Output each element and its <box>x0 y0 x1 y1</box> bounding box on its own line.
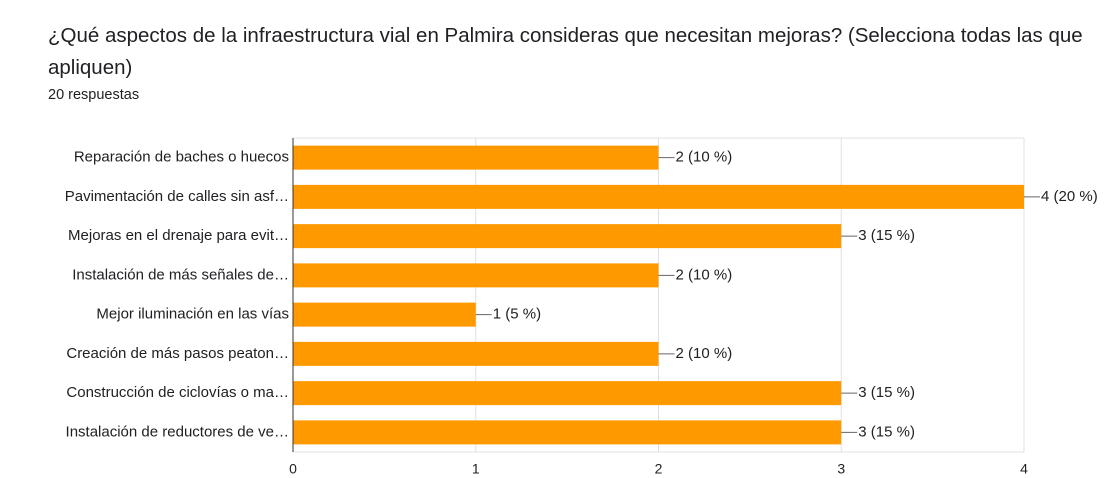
response-count: 20 respuestas <box>48 87 140 103</box>
y-tick-label: Construcción de ciclovías o ma… <box>66 384 289 401</box>
x-tick-label: 3 <box>837 461 845 477</box>
bar <box>293 263 659 288</box>
value-label: 3 (15 %) <box>858 384 915 401</box>
x-tick-label: 4 <box>1020 461 1028 477</box>
chart-title: ¿Qué aspectos de la infraestructura vial… <box>48 24 1083 79</box>
value-label: 2 (10 %) <box>676 345 733 362</box>
x-tick-label: 2 <box>655 461 663 477</box>
bar <box>293 224 842 249</box>
bar <box>293 145 659 170</box>
bar <box>293 184 1024 209</box>
y-tick-label: Mejor iluminación en las vías <box>96 306 289 323</box>
y-tick-label: Creación de más pasos peaton… <box>66 345 289 362</box>
bar <box>293 420 842 445</box>
x-tick-label: 1 <box>472 461 480 477</box>
bar <box>293 381 842 406</box>
value-label: 2 (10 %) <box>676 149 733 166</box>
y-tick-label: Pavimentación de calles sin asf… <box>65 188 289 205</box>
value-label: 3 (15 %) <box>858 227 915 244</box>
y-tick-label: Reparación de baches o huecos <box>74 149 289 166</box>
value-label: 2 (10 %) <box>676 266 733 283</box>
bar <box>293 302 476 327</box>
value-label: 3 (15 %) <box>858 423 915 440</box>
y-tick-label: Mejoras en el drenaje para evit… <box>68 227 289 244</box>
bar <box>293 341 659 366</box>
value-label: 1 (5 %) <box>493 306 541 323</box>
x-tick-label: 0 <box>289 461 297 477</box>
y-tick-label: Instalación de reductores de ve… <box>66 423 289 440</box>
y-tick-label: Instalación de más señales de… <box>72 266 289 283</box>
value-label: 4 (20 %) <box>1041 188 1098 205</box>
